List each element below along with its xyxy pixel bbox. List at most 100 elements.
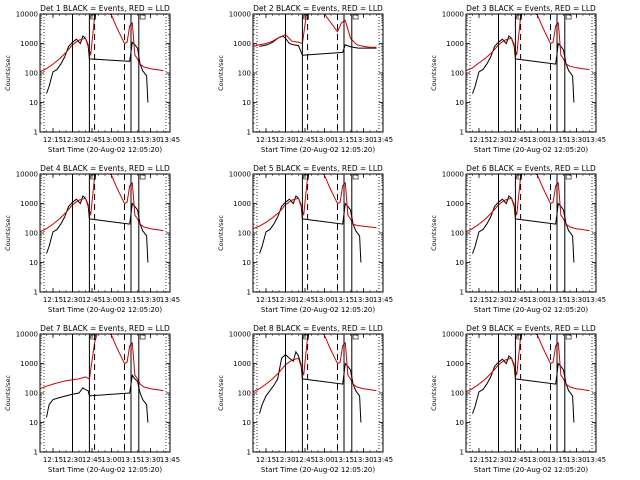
attenuator-marker bbox=[565, 174, 572, 180]
x-tick-label: 13:45 bbox=[586, 296, 606, 304]
y-tick-label: 10 bbox=[455, 259, 464, 267]
x-tick-label: 13:30 bbox=[140, 456, 160, 464]
events-series-line bbox=[259, 350, 362, 423]
x-axis-label: Start Time (20-Aug-02 12:05:20) bbox=[261, 466, 375, 474]
attenuator-marker bbox=[352, 174, 359, 180]
x-tick-label: 13:15 bbox=[121, 136, 141, 144]
y-tick-label: 10 bbox=[242, 419, 251, 427]
x-tick-label: 12:45 bbox=[82, 136, 102, 144]
y-tick-label: 10 bbox=[242, 99, 251, 107]
x-tick-label: 13:00 bbox=[314, 296, 334, 304]
panel-title: Det 6 BLACK = Events, RED = LLD bbox=[466, 164, 596, 173]
x-tick-label: 13:00 bbox=[527, 456, 547, 464]
y-tick-label: 10 bbox=[455, 419, 464, 427]
x-axis-label: Start Time (20-Aug-02 12:05:20) bbox=[48, 466, 162, 474]
y-axis-label: Counts/sec bbox=[217, 215, 225, 251]
y-tick-label: 1000 bbox=[20, 40, 38, 48]
attenuator-marker bbox=[90, 174, 96, 180]
panel-title: Det 5 BLACK = Events, RED = LLD bbox=[253, 164, 383, 173]
x-tick-label: 12:15 bbox=[43, 296, 63, 304]
x-tick-label: 12:30 bbox=[62, 456, 82, 464]
x-tick-label: 12:15 bbox=[469, 296, 489, 304]
events-series-line bbox=[259, 35, 377, 56]
plot-frame bbox=[39, 333, 171, 453]
y-tick-label: 1 bbox=[247, 289, 251, 297]
x-tick-label: 13:30 bbox=[566, 136, 586, 144]
y-tick-label: 10000 bbox=[229, 171, 251, 179]
x-tick-label: 13:45 bbox=[373, 456, 393, 464]
x-tick-label: 12:30 bbox=[488, 456, 508, 464]
y-tick-label: 100 bbox=[238, 230, 251, 238]
x-tick-label: 13:30 bbox=[353, 136, 373, 144]
panel-det-7: Det 7 BLACK = Events, RED = LLD Counts/se… bbox=[4, 324, 180, 474]
y-tick-label: 10 bbox=[455, 99, 464, 107]
attenuator-marker bbox=[516, 334, 523, 340]
x-tick-label: 13:00 bbox=[314, 136, 334, 144]
events-series-line bbox=[46, 373, 149, 423]
panel-title: Det 8 BLACK = Events, RED = LLD bbox=[253, 324, 383, 333]
x-tick-label: 13:00 bbox=[101, 456, 121, 464]
x-tick-label: 13:00 bbox=[314, 456, 334, 464]
y-tick-label: 1000 bbox=[233, 40, 251, 48]
x-tick-label: 12:30 bbox=[62, 136, 82, 144]
panel-title: Det 9 BLACK = Events, RED = LLD bbox=[466, 324, 596, 333]
x-tick-label: 12:45 bbox=[295, 296, 315, 304]
x-axis-label: Start Time (20-Aug-02 12:05:20) bbox=[474, 466, 588, 474]
x-axis-label: Start Time (20-Aug-02 12:05:20) bbox=[48, 146, 162, 154]
x-tick-label: 12:15 bbox=[469, 136, 489, 144]
y-tick-label: 100 bbox=[25, 70, 38, 78]
events-series-line bbox=[472, 195, 575, 263]
x-tick-label: 12:30 bbox=[62, 296, 82, 304]
attenuator-marker bbox=[303, 14, 310, 20]
x-tick-label: 13:30 bbox=[566, 296, 586, 304]
x-tick-label: 13:30 bbox=[353, 296, 373, 304]
x-axis-label: Start Time (20-Aug-02 12:05:20) bbox=[261, 146, 375, 154]
x-tick-label: 13:30 bbox=[140, 136, 160, 144]
y-tick-label: 1000 bbox=[20, 200, 38, 208]
y-tick-label: 10 bbox=[242, 259, 251, 267]
attenuator-marker bbox=[352, 14, 359, 20]
plot-frame bbox=[252, 13, 384, 133]
attenuator-marker bbox=[90, 14, 96, 20]
y-tick-label: 1 bbox=[247, 449, 251, 457]
x-tick-label: 13:00 bbox=[101, 136, 121, 144]
x-tick-label: 13:45 bbox=[160, 296, 180, 304]
y-tick-label: 1 bbox=[34, 289, 38, 297]
x-tick-label: 12:45 bbox=[508, 296, 528, 304]
x-tick-label: 12:15 bbox=[256, 456, 276, 464]
attenuator-marker bbox=[352, 334, 359, 340]
x-tick-label: 13:30 bbox=[140, 296, 160, 304]
panel-title: Det 1 BLACK = Events, RED = LLD bbox=[40, 4, 170, 13]
attenuator-marker bbox=[303, 334, 310, 340]
y-tick-label: 100 bbox=[451, 70, 464, 78]
x-tick-label: 12:30 bbox=[275, 296, 295, 304]
x-tick-label: 12:45 bbox=[295, 136, 315, 144]
plot-frame bbox=[465, 333, 597, 453]
x-tick-label: 12:45 bbox=[508, 136, 528, 144]
y-tick-label: 1000 bbox=[233, 200, 251, 208]
x-tick-label: 13:45 bbox=[586, 136, 606, 144]
y-tick-label: 100 bbox=[25, 230, 38, 238]
y-tick-label: 10000 bbox=[16, 171, 38, 179]
x-tick-label: 12:45 bbox=[82, 456, 102, 464]
y-tick-label: 1000 bbox=[446, 40, 464, 48]
y-axis-label: Counts/sec bbox=[217, 55, 225, 91]
attenuator-marker bbox=[516, 14, 523, 20]
x-tick-label: 12:30 bbox=[275, 136, 295, 144]
plot-frame bbox=[465, 173, 597, 293]
y-axis-label: Counts/sec bbox=[430, 375, 438, 411]
x-tick-label: 13:15 bbox=[121, 296, 141, 304]
x-tick-label: 12:45 bbox=[295, 456, 315, 464]
y-tick-label: 1000 bbox=[446, 360, 464, 368]
x-tick-label: 12:45 bbox=[508, 456, 528, 464]
panel-title: Det 2 BLACK = Events, RED = LLD bbox=[253, 4, 383, 13]
attenuator-marker bbox=[139, 174, 146, 180]
y-tick-label: 10000 bbox=[442, 171, 464, 179]
y-tick-label: 10000 bbox=[229, 331, 251, 339]
plot-frame bbox=[39, 173, 171, 293]
y-tick-label: 10000 bbox=[442, 11, 464, 19]
panel-det-2: Det 2 BLACK = Events, RED = LLD Counts/se… bbox=[217, 4, 393, 154]
attenuator-marker bbox=[139, 334, 146, 340]
x-tick-label: 13:00 bbox=[527, 296, 547, 304]
